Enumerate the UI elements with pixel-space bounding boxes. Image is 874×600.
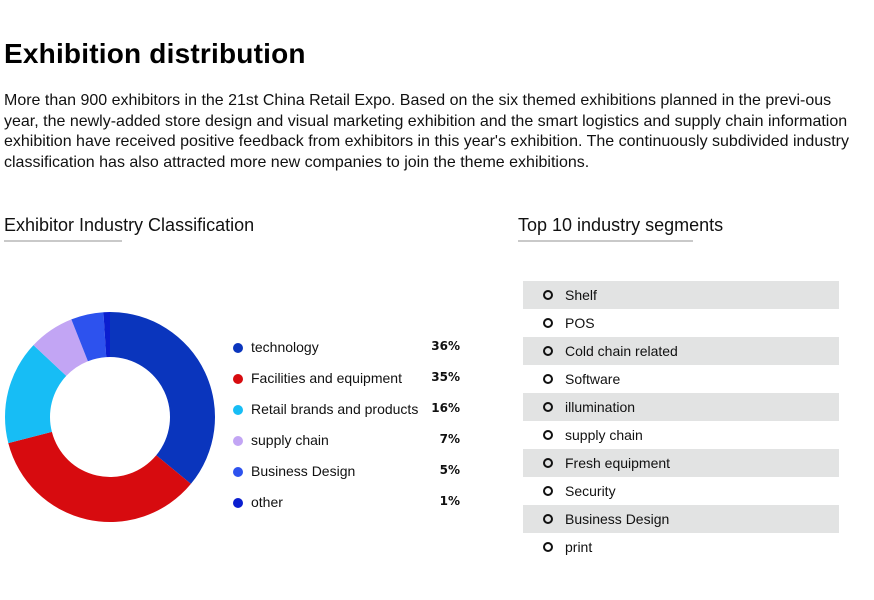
donut-slice-facilities-and-equipment [8, 431, 191, 522]
intro-paragraph: More than 900 exhibitors in the 21st Chi… [4, 92, 849, 171]
legend-value: 5% [439, 463, 460, 477]
legend-dot-icon [233, 405, 243, 415]
donut-slice-retail-brands-and-products [5, 345, 67, 444]
segments-heading-underline [518, 240, 693, 242]
legend-item-facilities-and-equipment: Facilities and equipment 35% [230, 367, 466, 398]
top-segments-list: Shelf POS Cold chain related Software illumi… [523, 281, 839, 561]
donut-slice-supply-chain [33, 319, 88, 376]
legend-dot-icon [233, 436, 243, 446]
page-title: Exhibition distribution [4, 38, 306, 69]
legend-dot-icon [233, 343, 243, 353]
segment-list-item: illumination [523, 393, 839, 421]
industry-donut-chart [5, 312, 215, 522]
segments-heading: Top 10 industry segments [518, 215, 724, 235]
legend-label: other [251, 494, 283, 510]
segment-label: illumination [565, 399, 636, 415]
donut-slice-other [103, 312, 110, 358]
legend-item-retail-brands-and-products: Retail brands and products 16% [230, 398, 466, 429]
classification-heading: Exhibitor Industry Classification [4, 215, 255, 235]
donut-legend: technology 36% Facilities and equipment 35%… [230, 336, 466, 522]
segment-label: Security [565, 483, 616, 499]
legend-item-other: other 1% [230, 491, 466, 522]
circle-bullet-icon [543, 430, 553, 440]
circle-bullet-icon [543, 542, 553, 552]
legend-value: 7% [439, 432, 460, 446]
donut-slice-technology [110, 312, 215, 484]
legend-label: Business Design [251, 463, 356, 479]
legend-item-technology: technology 36% [230, 336, 466, 367]
legend-item-supply-chain: supply chain 7% [230, 429, 466, 460]
segment-list-item: Cold chain related [523, 337, 839, 365]
legend-item-business-design: Business Design 5% [230, 460, 466, 491]
legend-value: 35% [431, 370, 460, 384]
segment-list-item: Shelf [523, 281, 839, 309]
segment-list-item: POS [523, 309, 839, 337]
legend-dot-icon [233, 467, 243, 477]
segment-label: Software [565, 371, 621, 387]
legend-label: Facilities and equipment [251, 370, 402, 386]
legend-label: supply chain [251, 432, 329, 448]
legend-value: 36% [431, 339, 460, 353]
segment-list-item: supply chain [523, 421, 839, 449]
segment-list-item: Fresh equipment [523, 449, 839, 477]
circle-bullet-icon [543, 514, 553, 524]
segment-label: Business Design [565, 511, 670, 527]
segment-label: POS [565, 315, 595, 331]
circle-bullet-icon [543, 402, 553, 412]
legend-dot-icon [233, 498, 243, 508]
segment-label: Fresh equipment [565, 455, 671, 471]
legend-label: Retail brands and products [251, 401, 419, 417]
legend-label: technology [251, 339, 319, 355]
circle-bullet-icon [543, 458, 553, 468]
circle-bullet-icon [543, 346, 553, 356]
circle-bullet-icon [543, 290, 553, 300]
segment-list-item: print [523, 533, 839, 561]
segment-list-item: Software [523, 365, 839, 393]
circle-bullet-icon [543, 374, 553, 384]
legend-value: 1% [439, 494, 460, 508]
legend-dot-icon [233, 374, 243, 384]
legend-value: 16% [431, 401, 460, 415]
circle-bullet-icon [543, 318, 553, 328]
circle-bullet-icon [543, 486, 553, 496]
segment-label: print [565, 539, 593, 555]
donut-slice-business-design [71, 312, 107, 362]
classification-heading-underline [4, 240, 122, 242]
segment-list-item: Security [523, 477, 839, 505]
segment-list-item: Business Design [523, 505, 839, 533]
segment-label: Cold chain related [565, 343, 678, 359]
segment-label: Shelf [565, 287, 597, 303]
segment-label: supply chain [565, 427, 643, 443]
